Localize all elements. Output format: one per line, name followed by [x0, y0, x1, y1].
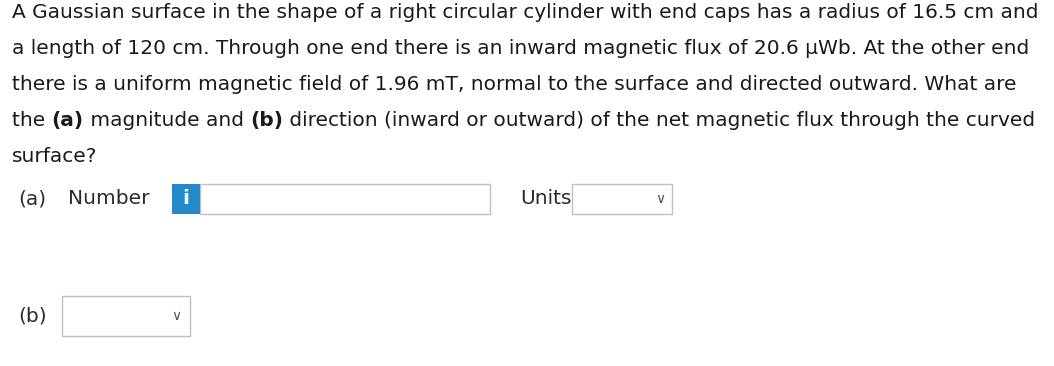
Text: ∨: ∨: [655, 192, 665, 206]
Text: i: i: [182, 190, 190, 209]
FancyBboxPatch shape: [62, 296, 190, 336]
Text: A Gaussian surface in the shape of a right circular cylinder with end caps has a: A Gaussian surface in the shape of a rig…: [12, 3, 1038, 22]
Text: (b): (b): [250, 111, 284, 130]
Text: surface?: surface?: [12, 147, 97, 166]
Text: there is a uniform magnetic field of 1.96 mT, normal to the surface and directed: there is a uniform magnetic field of 1.9…: [12, 75, 1016, 94]
FancyBboxPatch shape: [200, 184, 490, 214]
FancyBboxPatch shape: [172, 184, 200, 214]
Text: ∨: ∨: [171, 309, 181, 323]
Text: the: the: [12, 111, 52, 130]
Text: Number: Number: [69, 190, 150, 209]
Text: Units: Units: [520, 190, 571, 209]
Text: (a): (a): [52, 111, 83, 130]
Text: (b): (b): [18, 306, 46, 325]
Text: (a): (a): [18, 190, 46, 209]
Text: direction (inward or outward) of the net magnetic flux through the curved: direction (inward or outward) of the net…: [284, 111, 1035, 130]
FancyBboxPatch shape: [572, 184, 672, 214]
Text: a length of 120 cm. Through one end there is an inward magnetic flux of 20.6 μWb: a length of 120 cm. Through one end ther…: [12, 39, 1030, 58]
Text: magnitude and: magnitude and: [83, 111, 250, 130]
